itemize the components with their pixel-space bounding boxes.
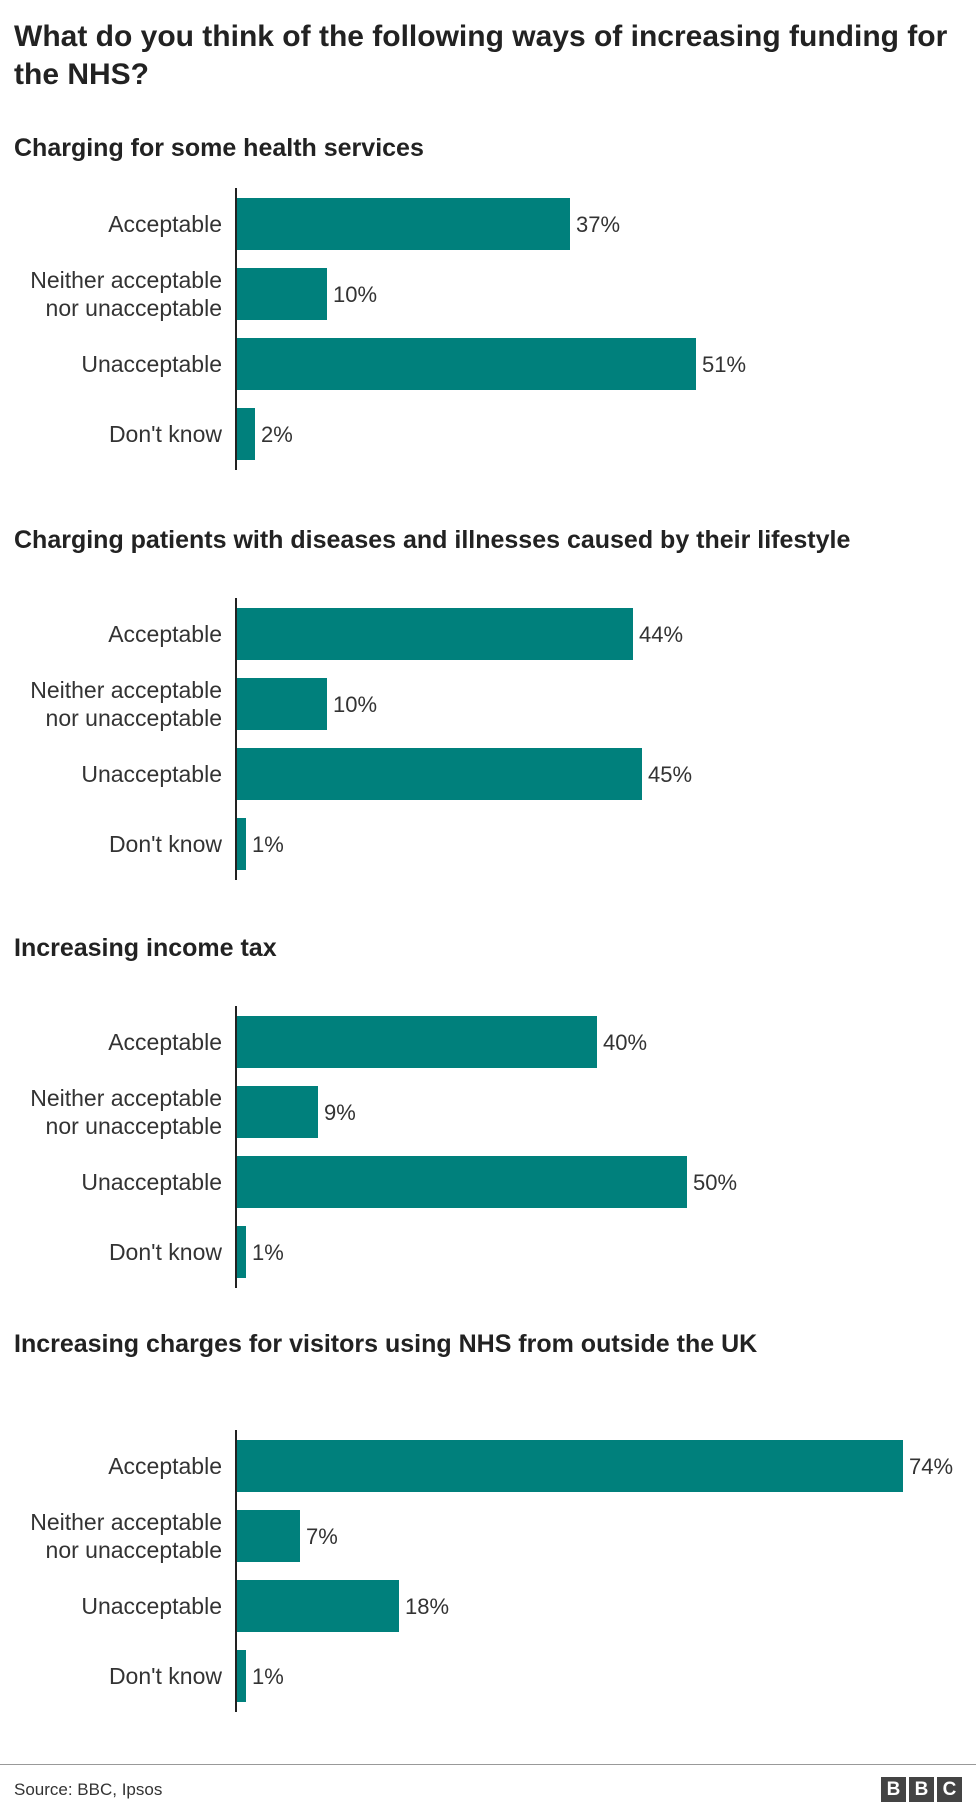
panel-title: Charging patients with diseases and illn…	[14, 526, 850, 554]
bar	[237, 608, 633, 660]
value-label: 18%	[405, 1594, 449, 1619]
category-label: Don't know	[109, 1663, 222, 1689]
panel-title: Charging for some health services	[14, 134, 424, 162]
category-label: Don't know	[109, 831, 222, 857]
value-label: 10%	[333, 282, 377, 307]
logo-letter: C	[937, 1777, 962, 1802]
category-label: Unacceptable	[81, 761, 222, 787]
footer-divider	[0, 1764, 976, 1765]
category-label: Unacceptable	[81, 1593, 222, 1619]
chart-panel-1: Charging for some health services 37% Acce…	[14, 134, 746, 470]
bar	[237, 1226, 246, 1278]
category-label: Acceptable	[108, 211, 222, 237]
category-label: Neither acceptable	[30, 267, 222, 293]
category-label: Unacceptable	[81, 1169, 222, 1195]
bar	[237, 1086, 318, 1138]
bar	[237, 748, 642, 800]
chart-panel-2: Charging patients with diseases and illn…	[14, 526, 850, 880]
category-label: Don't know	[109, 421, 222, 447]
category-label: nor unacceptable	[46, 705, 222, 731]
category-label: nor unacceptable	[46, 1113, 222, 1139]
value-label: 7%	[306, 1524, 338, 1549]
logo-letter: B	[909, 1777, 934, 1802]
bar	[237, 1440, 903, 1492]
value-label: 74%	[909, 1454, 953, 1479]
category-label: Unacceptable	[81, 351, 222, 377]
category-label: Neither acceptable	[30, 1509, 222, 1535]
bbc-logo: B B C	[881, 1777, 962, 1802]
bar	[237, 1156, 687, 1208]
bar	[237, 408, 255, 460]
category-label: Neither acceptable	[30, 677, 222, 703]
category-label: Acceptable	[108, 621, 222, 647]
panel-title: Increasing income tax	[14, 934, 277, 962]
bar	[237, 1650, 246, 1702]
value-label: 44%	[639, 622, 683, 647]
bar	[237, 1580, 399, 1632]
value-label: 9%	[324, 1100, 356, 1125]
value-label: 2%	[261, 422, 293, 447]
chart-panel-4: Increasing charges for visitors using NH…	[14, 1330, 953, 1712]
panel-title: Increasing charges for visitors using NH…	[14, 1330, 757, 1358]
value-label: 50%	[693, 1170, 737, 1195]
main-title: What do you think of the following ways …	[14, 20, 948, 91]
category-label: Acceptable	[108, 1453, 222, 1479]
bar	[237, 268, 327, 320]
chart-panel-3: Increasing income tax 40% Acceptable 9% Neit…	[14, 934, 737, 1288]
category-label: nor unacceptable	[46, 1537, 222, 1563]
value-label: 10%	[333, 692, 377, 717]
value-label: 1%	[252, 1664, 284, 1689]
value-label: 1%	[252, 832, 284, 857]
category-label: Acceptable	[108, 1029, 222, 1055]
bar	[237, 1510, 300, 1562]
bar	[237, 678, 327, 730]
value-label: 45%	[648, 762, 692, 787]
bar	[237, 1016, 597, 1068]
value-label: 37%	[576, 212, 620, 237]
category-label: nor unacceptable	[46, 295, 222, 321]
logo-letter: B	[881, 1777, 906, 1802]
bar	[237, 818, 246, 870]
bar	[237, 338, 696, 390]
category-label: Neither acceptable	[30, 1085, 222, 1111]
value-label: 40%	[603, 1030, 647, 1055]
value-label: 1%	[252, 1240, 284, 1265]
category-label: Don't know	[109, 1239, 222, 1265]
bar	[237, 198, 570, 250]
value-label: 51%	[702, 352, 746, 377]
source-note: Source: BBC, Ipsos	[14, 1780, 163, 1799]
